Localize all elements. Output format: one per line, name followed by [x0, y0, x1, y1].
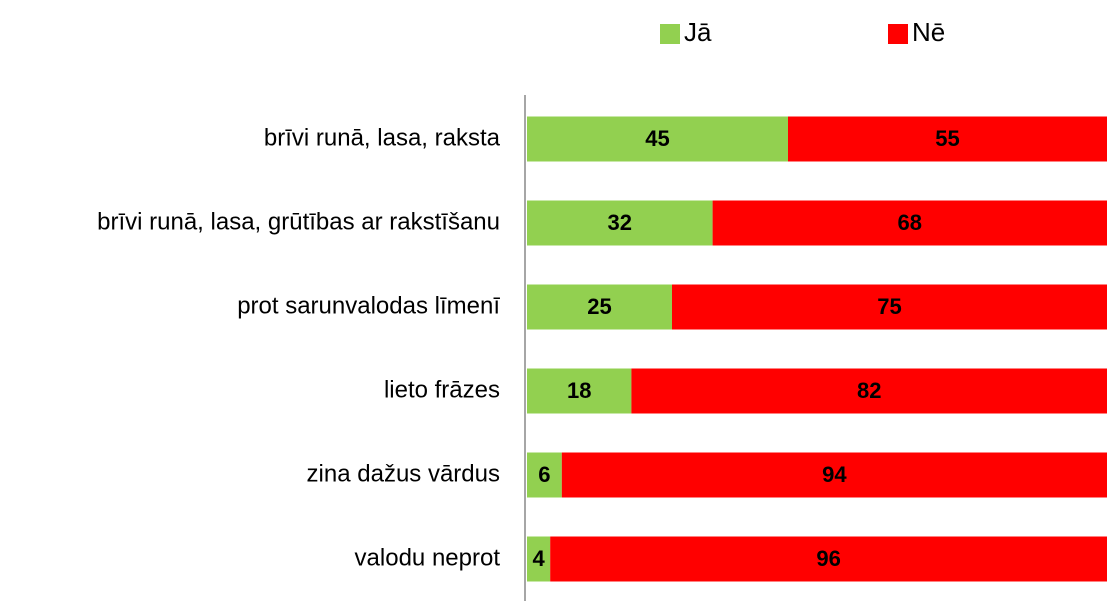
- value-label: 68: [898, 210, 922, 235]
- bar-segment: [788, 116, 1107, 162]
- value-label: 55: [935, 126, 959, 151]
- value-label: 96: [816, 546, 840, 571]
- value-label: 6: [538, 462, 550, 487]
- bar-segment: [631, 368, 1107, 414]
- bar-segment: [561, 452, 1107, 498]
- legend-swatch: [660, 24, 680, 44]
- bar-segment: [527, 452, 562, 498]
- value-label: 82: [857, 378, 881, 403]
- value-label: 4: [532, 546, 545, 571]
- value-label: 94: [822, 462, 847, 487]
- bar-segment: [527, 536, 551, 582]
- bar-segment: [527, 200, 713, 246]
- category-label: brīvi runā, lasa, raksta: [264, 124, 501, 151]
- value-label: 45: [645, 126, 669, 151]
- bar-segment: [527, 116, 788, 162]
- bar-segment: [712, 200, 1107, 246]
- value-label: 25: [587, 294, 611, 319]
- value-label: 32: [608, 210, 632, 235]
- category-label: valodu neprot: [355, 544, 501, 571]
- bar-segment: [527, 284, 672, 330]
- bar-segment: [527, 368, 632, 414]
- bar-segment: [672, 284, 1107, 330]
- legend-label: Nē: [912, 17, 945, 47]
- legend-swatch: [888, 24, 908, 44]
- category-label: lieto frāzes: [384, 376, 500, 403]
- category-label: prot sarunvalodas līmenī: [237, 292, 500, 319]
- value-label: 18: [567, 378, 591, 403]
- category-label: zina dažus vārdus: [307, 460, 500, 487]
- bar-segment: [550, 536, 1107, 582]
- value-label: 75: [877, 294, 901, 319]
- legend-label: Jā: [684, 17, 712, 47]
- category-label: brīvi runā, lasa, grūtības ar rakstīšanu: [97, 208, 500, 235]
